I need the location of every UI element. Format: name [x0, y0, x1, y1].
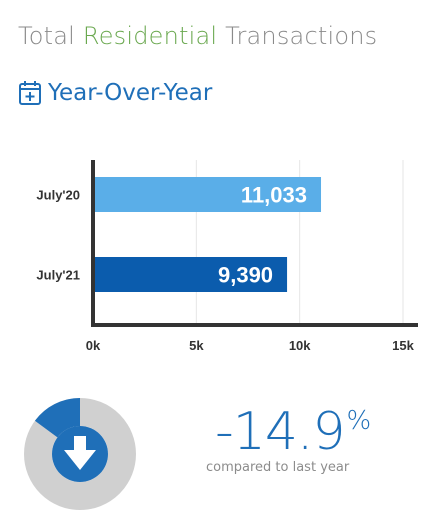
page-title: Total Residential Transactions — [18, 22, 377, 50]
bar-value-label: 11,033 — [241, 183, 307, 208]
x-tick-label: 5k — [189, 338, 204, 353]
donut-segment — [34, 398, 81, 439]
calendar-icon — [19, 81, 41, 105]
subtitle: Year-Over-Year — [48, 80, 213, 106]
bar — [93, 177, 322, 212]
year-over-year-header: Year-Over-Year — [18, 80, 212, 106]
category-label: July'20 — [36, 188, 80, 203]
x-tick-label: 15k — [392, 338, 414, 353]
change-donut — [24, 398, 136, 510]
change-value: -14.9 — [215, 402, 346, 462]
title-part-residential: Residential — [82, 22, 218, 50]
percent-sign: % — [346, 406, 372, 436]
x-tick-label: 0k — [86, 338, 101, 353]
category-label: July'21 — [36, 268, 80, 283]
title-part-transactions: Transactions — [217, 22, 378, 50]
change-percent: -14.9% — [215, 402, 371, 462]
title-part-total: Total — [18, 22, 83, 50]
down-arrow-icon — [64, 436, 96, 470]
x-tick-label: 10k — [289, 338, 311, 353]
bar — [93, 257, 288, 292]
bar-value-label: 9,390 — [218, 263, 273, 288]
change-caption: compared to last year — [206, 460, 350, 475]
bar-chart: 11,033 July'20 9,390 July'21 0k 5k 10k 15k — [36, 160, 418, 353]
